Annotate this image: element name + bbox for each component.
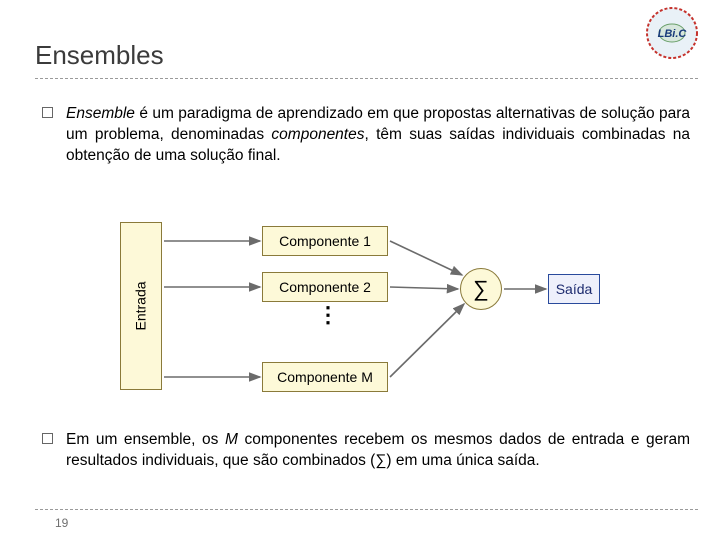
ensemble-diagram: Entrada Componente 1 Componente 2 ⋮ Comp… <box>120 212 600 402</box>
page-title: Ensembles <box>35 40 164 71</box>
divider-bottom <box>35 509 698 510</box>
bullet-icon <box>42 433 53 444</box>
node-entrada: Entrada <box>120 222 162 390</box>
node-componente-2: Componente 2 <box>262 272 388 302</box>
page-number: 19 <box>55 516 68 530</box>
bullet-1-text: Ensemble é um paradigma de aprendizado e… <box>66 104 690 167</box>
bullet-icon <box>42 107 53 118</box>
node-saida: Saída <box>548 274 600 304</box>
term-componentes: componentes <box>271 126 364 143</box>
term-m: M <box>225 431 238 448</box>
node-componente-m: Componente M <box>262 362 388 392</box>
node-sigma: ∑ <box>460 268 502 310</box>
lab-logo: LBi.C <box>642 6 702 61</box>
node-componente-1: Componente 1 <box>262 226 388 256</box>
bullet-2-text: Em um ensemble, os M componentes recebem… <box>66 430 690 472</box>
divider-top <box>35 78 698 79</box>
logo-text: LBi.C <box>658 28 688 40</box>
ellipsis-icon: ⋮ <box>317 310 340 320</box>
term-ensemble: Ensemble <box>66 105 135 122</box>
bullet-1: Ensemble é um paradigma de aprendizado e… <box>42 104 690 167</box>
bullet-2: Em um ensemble, os M componentes recebem… <box>42 430 690 472</box>
